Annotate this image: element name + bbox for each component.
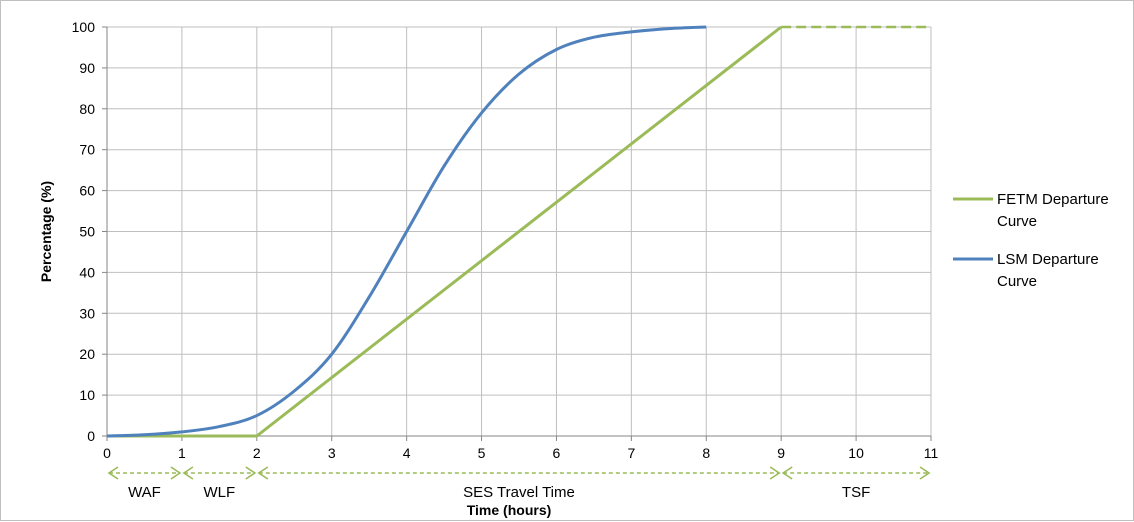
- y-tick-label: 50: [79, 224, 95, 240]
- x-tick-label: 10: [848, 445, 864, 461]
- y-tick-label: 0: [87, 428, 95, 444]
- phase-arrows: WAF WLF SES Travel Time TSF: [107, 466, 931, 501]
- phase-arrow-head: [769, 466, 781, 480]
- phase-arrow-head: [245, 466, 257, 480]
- legend-label: LSM Departure Curve: [997, 251, 1099, 290]
- x-tick-label: 5: [478, 445, 486, 461]
- fetm-series-line: [107, 25, 783, 438]
- x-tick-label: 7: [627, 445, 635, 461]
- x-axis-title: Time (hours): [467, 502, 552, 518]
- y-tick-label: 20: [79, 346, 95, 362]
- phase-label: TSF: [842, 484, 870, 501]
- x-tick-label: 1: [178, 445, 186, 461]
- x-tick-label: 8: [702, 445, 710, 461]
- phase-arrow-head: [182, 466, 194, 480]
- legend: FETM Departure Curve LSM Departure Curve: [953, 191, 1109, 290]
- y-tick-label: 70: [79, 142, 95, 158]
- x-tick-label: 3: [328, 445, 336, 461]
- axes: 0 10 20 30 40 50 60 70 80 90 100 0 1 2 3 4 5 6 7 8 9 10 11: [72, 19, 939, 461]
- y-axis-title: Percentage (%): [38, 181, 54, 282]
- y-tick-label: 30: [79, 305, 95, 321]
- y-tick-label: 100: [72, 19, 96, 35]
- x-tick-label: 6: [553, 445, 561, 461]
- series-lines: [106, 25, 931, 438]
- phase-arrow-head: [919, 466, 931, 480]
- x-tick-label: 4: [403, 445, 411, 461]
- phase-label: SES Travel Time: [463, 484, 575, 501]
- phase-arrow-head: [257, 466, 269, 480]
- legend-label: FETM Departure Curve: [997, 191, 1109, 230]
- phase-label: WLF: [204, 484, 236, 501]
- x-tick-label: 11: [924, 445, 939, 461]
- lsm-series-line: [106, 25, 707, 438]
- phase-arrow-head: [781, 466, 793, 480]
- y-tick-label: 90: [79, 60, 95, 76]
- y-tick-label: 10: [79, 387, 95, 403]
- y-tick-label: 60: [79, 183, 95, 199]
- x-tick-label: 9: [777, 445, 785, 461]
- y-tick-label: 40: [79, 264, 95, 280]
- x-tick-label: 0: [103, 445, 111, 461]
- x-tick-label: 2: [253, 445, 261, 461]
- phase-arrow-head: [170, 466, 182, 480]
- phase-arrow-head: [107, 466, 119, 480]
- phase-label: WAF: [128, 484, 161, 501]
- y-tick-label: 80: [79, 101, 95, 117]
